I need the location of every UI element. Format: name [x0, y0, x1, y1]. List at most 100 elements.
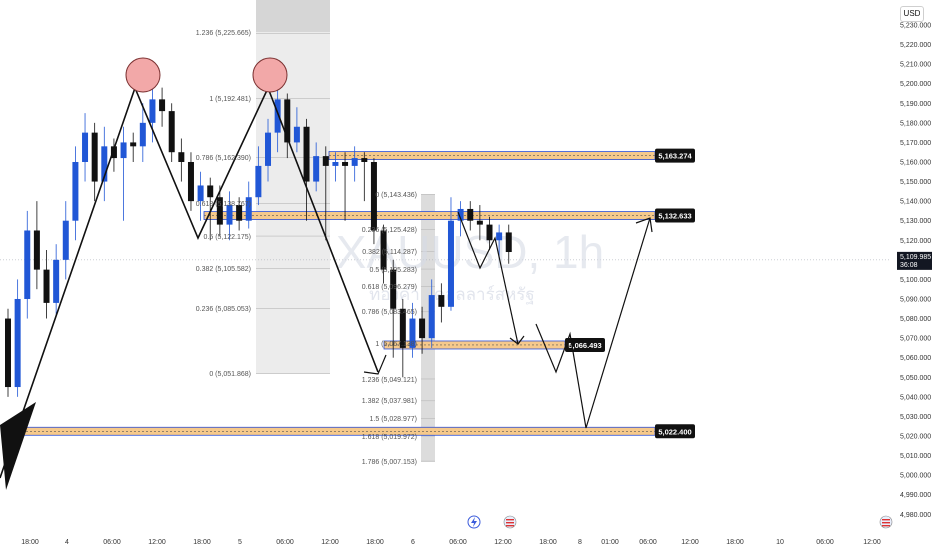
price-tick-label: 5,230.000: [900, 23, 931, 30]
candle-body: [207, 185, 214, 198]
current-price-value: 5,109.985: [900, 254, 931, 261]
price-tick-label: 5,170.000: [900, 140, 931, 147]
arrow-head-large: [0, 402, 36, 490]
candle-body: [62, 220, 69, 260]
candle-body: [380, 230, 387, 270]
fib1-label: 1 (5,192.481): [209, 96, 251, 103]
candle-body: [187, 161, 194, 202]
fib2-label: 0.5 (5,105.283): [370, 267, 417, 274]
price-tick-label: 5,140.000: [900, 199, 931, 206]
level-tag-label: 5,022.400: [658, 427, 691, 436]
us-flag-stripe: [882, 525, 890, 527]
candle-body: [390, 269, 397, 309]
fib2-label: 1.786 (5,007.153): [362, 459, 417, 466]
time-tick-label: 6: [411, 539, 415, 546]
time-tick-label: 06:00: [449, 539, 467, 546]
fib1-label: 0.236 (5,085.053): [196, 306, 251, 313]
fib2-label: 1 (5,067.138): [375, 341, 417, 348]
time-tick-label: 18:00: [21, 539, 39, 546]
peak-marker: [125, 57, 161, 93]
time-tick-label: 18:00: [539, 539, 557, 546]
candle-body: [236, 205, 243, 221]
candle-body: [139, 122, 146, 147]
level-tag: [565, 337, 605, 352]
projection-arrow: [509, 335, 525, 345]
currency-button[interactable]: USD: [900, 6, 924, 22]
candle-body: [216, 197, 223, 225]
candle-body: [149, 99, 156, 123]
us-flag-stripe: [506, 519, 514, 521]
candle-body: [342, 161, 349, 166]
candle-body: [72, 161, 79, 221]
time-tick-label: 12:00: [681, 539, 699, 546]
candle-body: [255, 165, 262, 198]
time-range-shade-2: [421, 194, 435, 462]
fib2-label: 1.5 (5,028.977): [370, 416, 417, 423]
candle-body: [457, 208, 464, 221]
projection-arrow-up: [635, 217, 653, 233]
lightning-icon-glyph: [471, 517, 477, 527]
time-tick-label: 01:00: [601, 539, 619, 546]
price-tick-label: 5,120.000: [900, 238, 931, 245]
candle-body: [178, 152, 185, 162]
fib1-label: 0.786 (5,162.390): [196, 155, 251, 162]
price-tick-label: 5,050.000: [900, 375, 931, 382]
fib2-label: 1.236 (5,049.121): [362, 377, 417, 384]
candle-body: [110, 146, 117, 159]
us-flag-stripe: [882, 522, 890, 524]
fib2-label: 0.786 (5,083.465): [362, 309, 417, 316]
price-tick-label: 5,080.000: [900, 316, 931, 323]
time-tick-label: 06:00: [816, 539, 834, 546]
fib1-label: 0 (5,051.868): [209, 371, 251, 378]
candle-body: [168, 111, 175, 153]
time-tick-label: 06:00: [103, 539, 121, 546]
candle-body: [438, 295, 445, 307]
time-range-shade-top: [256, 0, 330, 32]
price-tick-label: 5,000.000: [900, 473, 931, 480]
candle-body: [476, 220, 483, 225]
level-tag-label: 5,132.633: [658, 212, 691, 221]
candle-body: [120, 142, 127, 159]
price-tick-label: 4,990.000: [900, 492, 931, 499]
candle-body: [130, 142, 137, 147]
price-tick-label: 5,160.000: [900, 159, 931, 166]
time-tick-label: 12:00: [863, 539, 881, 546]
candle-body: [265, 132, 272, 166]
candle-body: [91, 132, 98, 182]
candle-body: [303, 126, 310, 182]
candle-body: [159, 99, 166, 112]
time-tick-label: 12:00: [148, 539, 166, 546]
level-tag-label: 5,163.274: [658, 152, 692, 161]
us-flag-stripe: [506, 525, 514, 527]
countdown-timer: 36:08: [900, 262, 918, 269]
level-tag: [655, 208, 695, 223]
fib2-label: 1.382 (5,037.981): [362, 398, 417, 405]
time-tick-label: 12:00: [494, 539, 512, 546]
peak-marker: [252, 57, 288, 93]
price-tick-label: 5,090.000: [900, 296, 931, 303]
arrow-tip: [363, 354, 387, 375]
candle-body: [419, 318, 426, 339]
time-tick-label: 18:00: [366, 539, 384, 546]
candle-body: [226, 205, 233, 225]
candle-body: [467, 208, 474, 221]
level-tag-label: 5,066.493: [568, 341, 601, 350]
projection-path-2: [535, 217, 651, 429]
candle-body: [53, 259, 60, 303]
watermark-symbol: XAUUSD, 1h: [336, 226, 604, 278]
projection-path: [457, 211, 519, 345]
candle-body: [197, 185, 204, 202]
price-tick-label: 5,190.000: [900, 101, 931, 108]
candle-body: [409, 318, 416, 348]
candle-body: [293, 126, 300, 143]
price-tick-label: 5,150.000: [900, 179, 931, 186]
candle-body: [332, 161, 339, 166]
zigzag-line: [0, 85, 379, 479]
fib2-label: 0.618 (5,096.279): [362, 284, 417, 291]
current-price-tag: [897, 251, 932, 270]
price-tick-label: 4,980.000: [900, 512, 931, 519]
fib1-label: 0.5 (5,122.175): [204, 234, 251, 241]
fib1-label: 1.236 (5,225.665): [196, 30, 251, 37]
